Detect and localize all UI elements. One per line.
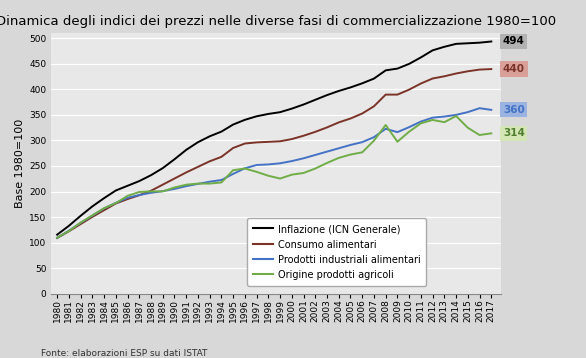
Title: Dinamica degli indici dei prezzi nelle diverse fasi di commercializzazione 1980=: Dinamica degli indici dei prezzi nelle d… (0, 15, 556, 28)
Y-axis label: Base 1980=100: Base 1980=100 (15, 119, 25, 208)
Text: 440: 440 (503, 64, 525, 74)
Legend: Inflazione (ICN Generale), Consumo alimentari, Prodotti industriali alimentari, : Inflazione (ICN Generale), Consumo alime… (247, 218, 426, 286)
Text: 494: 494 (503, 37, 525, 47)
Text: 360: 360 (503, 105, 524, 115)
Text: Fonte: elaborazioni ESP su dati ISTAT: Fonte: elaborazioni ESP su dati ISTAT (41, 349, 207, 358)
Text: 314: 314 (503, 128, 525, 138)
